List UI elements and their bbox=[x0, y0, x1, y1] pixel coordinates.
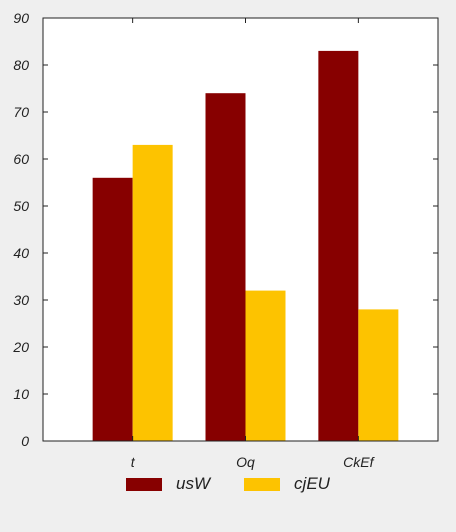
y-tick-label-60: 60 bbox=[13, 151, 29, 167]
bar-cjEU-Oq bbox=[245, 290, 286, 441]
bar-usW-CkEf bbox=[318, 50, 359, 442]
y-tick-label-90: 90 bbox=[13, 10, 29, 26]
y-tick-label-20: 20 bbox=[12, 339, 29, 355]
legend-label-series-1: cjEU bbox=[294, 474, 330, 493]
x-tick-label-t: t bbox=[131, 454, 136, 470]
y-tick-label-80: 80 bbox=[13, 57, 29, 73]
bar-chart: 0 10 20 30 40 50 60 70 80 90 t Oq CkEf bbox=[12, 10, 439, 470]
y-tick-label-30: 30 bbox=[13, 292, 29, 308]
chart-legend: usW cjEU bbox=[0, 474, 456, 494]
y-tick-label-40: 40 bbox=[13, 245, 29, 261]
x-tick-label-CkEf: CkEf bbox=[343, 454, 375, 470]
y-tick-label-0: 0 bbox=[21, 433, 29, 449]
bar-cjEU-CkEf bbox=[358, 309, 399, 441]
y-tick-label-70: 70 bbox=[13, 104, 29, 120]
bar-cjEU-t bbox=[132, 144, 173, 441]
legend-item-series-0: usW bbox=[126, 474, 210, 494]
bar-usW-Oq bbox=[205, 93, 246, 441]
y-tick-label-10: 10 bbox=[13, 386, 29, 402]
plot-frame bbox=[42, 17, 439, 442]
legend-item-series-1: cjEU bbox=[244, 474, 330, 494]
legend-swatch-series-1 bbox=[244, 477, 281, 491]
y-tick-label-50: 50 bbox=[13, 198, 29, 214]
legend-label-series-0: usW bbox=[176, 474, 211, 493]
x-tick-label-Oq: Oq bbox=[236, 454, 255, 470]
legend-swatch-series-0 bbox=[126, 477, 163, 491]
bar-usW-t bbox=[92, 177, 133, 442]
